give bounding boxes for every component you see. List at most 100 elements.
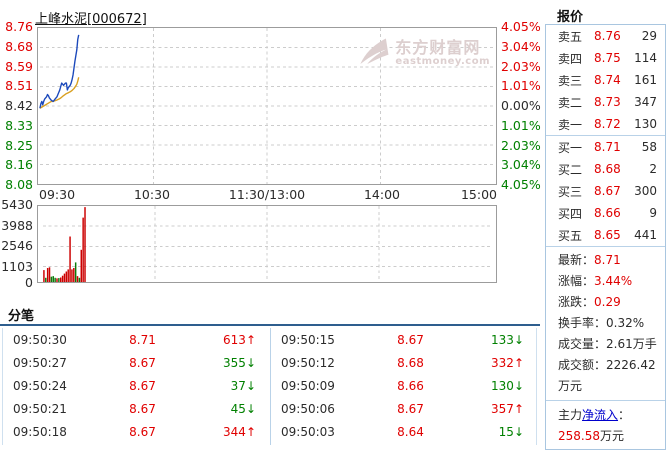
volume-chart-canvas [42, 206, 492, 282]
tick-time: 09:50:09 [281, 378, 335, 393]
quote-level-volume: 441 [634, 228, 657, 242]
bid-row: 买一 8.71 58 [546, 136, 665, 158]
stat-label: 涨幅： [558, 274, 595, 288]
tick-price: 8.67 [129, 401, 156, 416]
quote-separator [546, 246, 665, 247]
price-axis-label: 8.16 [5, 157, 33, 173]
volume-axis-label: 0 [25, 275, 33, 290]
tick-volume-value: 37 [230, 378, 246, 393]
volume-axis-label: 2546 [1, 238, 33, 254]
quote-level-volume: 2 [649, 162, 657, 176]
percent-axis-label: 4.05% [501, 19, 541, 34]
stat-row: 成交量：2.61万手 [558, 334, 665, 355]
tick-row: 09:50:06 8.67 357↑ [271, 397, 536, 420]
tick-price: 8.66 [397, 378, 424, 393]
quote-level-label: 买四 [558, 206, 583, 221]
main-flow-unit: 万元 [600, 429, 625, 443]
quote-level-price: 8.65 [594, 228, 621, 242]
price-axis-label: 8.08 [5, 177, 33, 192]
tick-time: 09:50:12 [281, 355, 335, 370]
time-axis-label: 10:30 [133, 187, 171, 202]
volume-axis-label: 3988 [1, 217, 33, 233]
quote-level-price: 8.66 [594, 206, 621, 220]
tick-row: 09:50:24 8.67 37↓ [3, 374, 268, 397]
percent-axis-label: 2.03% [501, 137, 541, 153]
stat-value: 0.32% [606, 316, 645, 330]
down-arrow-icon: ↓ [513, 378, 524, 393]
stat-value: 0.29 [594, 295, 621, 309]
ask-row: 卖二 8.73 347 [546, 91, 665, 113]
stat-label: 涨跌： [558, 295, 595, 309]
tick-time: 09:50:03 [281, 424, 335, 439]
tick-volume: 15↓ [452, 425, 524, 439]
percent-axis-label: 0.00% [501, 98, 541, 113]
tick-price: 8.67 [129, 378, 156, 393]
ask-row: 卖四 8.75 114 [546, 47, 665, 69]
quote-level-volume: 58 [641, 140, 657, 154]
tick-volume-value: 613 [223, 332, 246, 347]
stat-label: 成交量： [558, 337, 607, 351]
down-arrow-icon: ↓ [245, 401, 256, 416]
tick-price: 8.67 [129, 355, 156, 370]
down-arrow-icon: ↓ [513, 424, 524, 439]
stat-row: 涨幅：3.44% [558, 271, 665, 292]
quote-level-volume: 161 [634, 73, 657, 87]
main-flow-value: 258.58 [558, 429, 600, 443]
quote-panel-title: 报价 [557, 10, 584, 25]
tick-row: 09:50:18 8.67 344↑ [3, 420, 268, 443]
tick-panel-title: 分笔 [8, 309, 35, 324]
quote-separator [546, 400, 665, 401]
tick-row: 09:50:12 8.68 332↑ [271, 351, 536, 374]
tick-price: 8.64 [397, 424, 424, 439]
ask-row: 卖三 8.74 161 [546, 69, 665, 91]
quote-level-label: 卖四 [558, 51, 583, 66]
down-arrow-icon: ↓ [513, 332, 524, 347]
tick-volume-value: 357 [491, 401, 514, 416]
up-arrow-icon: ↑ [513, 401, 524, 416]
price-chart[interactable]: 东方财富网 eastmoney.com [37, 27, 497, 185]
tick-list-right: 09:50:15 8.67 133↓ 09:50:12 8.68 332↑ 09:50:09… [270, 328, 537, 445]
quote-panel: 卖五 8.76 29 卖四 8.75 114 卖三 8.74 161 卖二 8.73 347 卖一 8.7… [545, 24, 666, 450]
quote-level-volume: 130 [634, 117, 657, 131]
tick-price: 8.67 [397, 332, 424, 347]
percent-axis-label: 3.04% [501, 157, 541, 173]
volume-chart[interactable] [37, 205, 497, 283]
stock-title-link[interactable]: 上峰水泥[000672] [35, 12, 147, 27]
bid-row: 买四 8.66 9 [546, 202, 665, 224]
price-axis-label: 8.59 [5, 58, 33, 74]
quote-level-label: 买二 [558, 162, 583, 177]
tick-panel-divider [0, 324, 540, 326]
quote-separator [546, 135, 665, 136]
percent-axis-label: 4.05% [501, 177, 541, 192]
main-flow-colon: ： [618, 408, 631, 422]
tick-time: 09:50:06 [281, 401, 335, 416]
quote-level-volume: 300 [634, 184, 657, 198]
time-axis-label: 15:00 [460, 187, 497, 202]
stat-label: 换手率： [558, 316, 607, 330]
quote-level-price: 8.71 [594, 140, 621, 154]
percent-axis-label: 1.01% [501, 117, 541, 133]
tick-row: 09:50:21 8.67 45↓ [3, 397, 268, 420]
quote-level-volume: 114 [634, 51, 657, 65]
stat-label: 成交额： [558, 358, 607, 372]
tick-volume-value: 130 [491, 378, 514, 393]
tick-volume: 613↑ [184, 333, 256, 347]
ask-row: 卖一 8.72 130 [546, 113, 665, 135]
percent-axis-label: 3.04% [501, 38, 541, 54]
tick-time: 09:50:30 [13, 332, 67, 347]
stat-value: 2.61万手 [606, 337, 657, 351]
tick-list-left: 09:50:30 8.71 613↑ 09:50:27 8.67 355↓ 09:50:24… [2, 328, 268, 445]
quote-level-label: 卖二 [558, 95, 583, 110]
quote-level-volume: 347 [634, 95, 657, 109]
tick-volume-value: 45 [230, 401, 246, 416]
tick-row: 09:50:15 8.67 133↓ [271, 328, 536, 351]
bid-levels: 买一 8.71 58 买二 8.68 2 买三 8.67 300 买四 8.66 9 买五 8.65 441 [546, 136, 665, 246]
net-inflow-link[interactable]: 净流入 [582, 408, 619, 422]
stat-row: 涨跌：0.29 [558, 292, 665, 313]
quote-level-label: 卖三 [558, 73, 583, 88]
tick-price: 8.67 [397, 401, 424, 416]
time-axis-label: 11:30/13:00 [228, 187, 306, 202]
quote-level-price: 8.74 [594, 73, 621, 87]
tick-volume-value: 355 [223, 355, 246, 370]
